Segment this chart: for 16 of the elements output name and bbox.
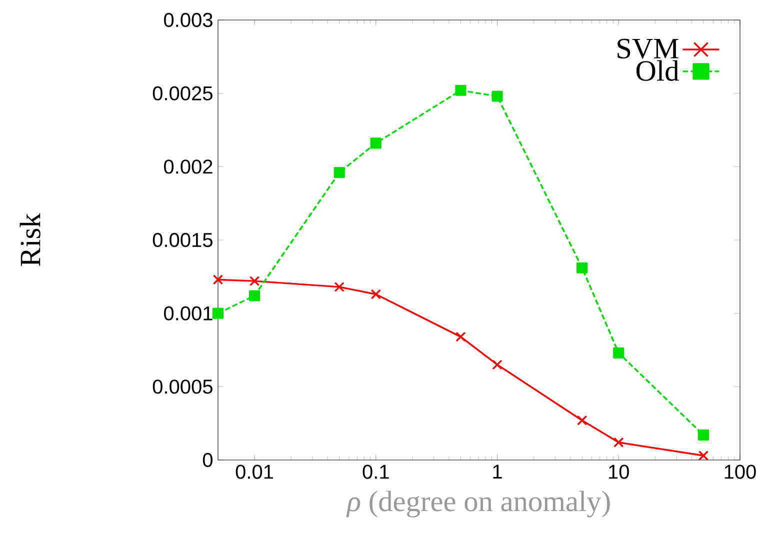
x-tick-label: 10 [609,464,629,479]
legend-label: Old [636,60,679,81]
y-tick-label: 0.0005 [152,380,212,394]
y-axis-title: Risk [20,213,40,266]
y-tick-label: 0.002 [164,160,212,174]
y-tick-label: 0.003 [164,12,212,28]
y-tick-label: 0.0015 [152,232,212,248]
y-tick-label: 0 [202,452,212,468]
y-tick-label: 0.001 [164,306,212,320]
x-axis-title: ρ (degree on anomaly) [346,490,610,518]
y-tick-label: 0.0025 [152,86,212,100]
x-tick-label: 1 [493,464,502,478]
x-tick-label: 100 [724,464,756,479]
x-tick-label: 0.01 [236,464,274,479]
x-tick-label: 0.1 [362,464,389,479]
legend-label: SVM [618,38,678,59]
